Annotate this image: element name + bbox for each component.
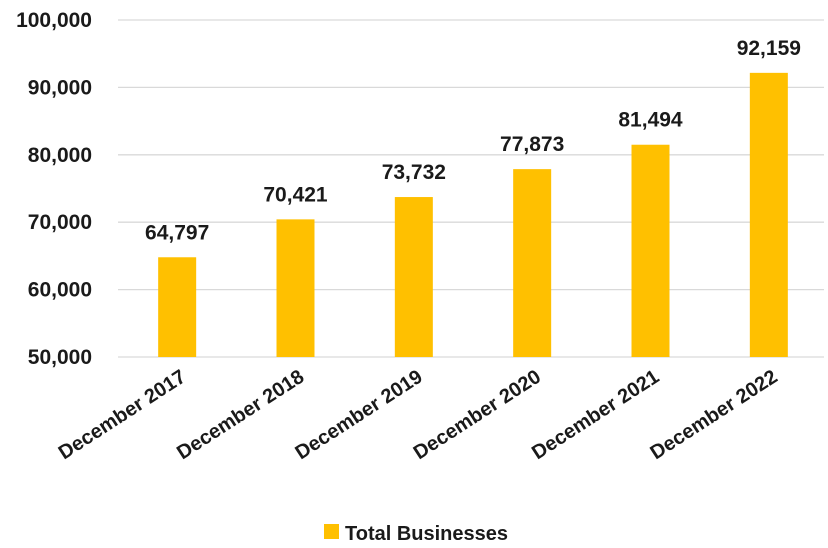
data-label: 77,873 bbox=[500, 133, 564, 156]
y-tick-label: 60,000 bbox=[28, 279, 92, 302]
x-tick-label: December 2018 bbox=[173, 366, 308, 464]
data-label: 81,494 bbox=[618, 109, 683, 132]
legend-label: Total Businesses bbox=[345, 523, 508, 545]
data-labels: 64,797 70,421 73,732 77,873 81,494 92,159 bbox=[145, 37, 801, 244]
bars bbox=[158, 72, 788, 358]
gridlines bbox=[118, 19, 824, 358]
bar bbox=[631, 144, 670, 357]
bar bbox=[394, 197, 433, 357]
y-tick-label: 90,000 bbox=[28, 76, 92, 99]
y-tick-label: 70,000 bbox=[28, 211, 92, 234]
bar bbox=[513, 169, 552, 357]
legend: Total Businesses bbox=[324, 523, 508, 545]
data-label: 92,159 bbox=[737, 37, 801, 60]
data-label: 70,421 bbox=[263, 183, 328, 206]
y-axis-ticks: 50,000 60,000 70,000 80,000 90,000 100,000 bbox=[16, 9, 92, 369]
bar bbox=[276, 219, 315, 357]
y-tick-label: 80,000 bbox=[28, 144, 92, 167]
y-tick-label: 50,000 bbox=[28, 346, 92, 369]
x-tick-label: December 2019 bbox=[291, 366, 426, 464]
x-tick-label: December 2021 bbox=[528, 366, 663, 464]
x-tick-label: December 2017 bbox=[55, 366, 190, 464]
bar bbox=[158, 257, 197, 357]
x-tick-label: December 2022 bbox=[646, 366, 781, 464]
bar bbox=[749, 72, 788, 358]
x-tick-label: December 2020 bbox=[410, 366, 545, 464]
data-label: 64,797 bbox=[145, 221, 209, 244]
y-tick-label: 100,000 bbox=[16, 9, 92, 32]
legend-swatch bbox=[324, 524, 339, 539]
data-label: 73,732 bbox=[382, 161, 446, 184]
